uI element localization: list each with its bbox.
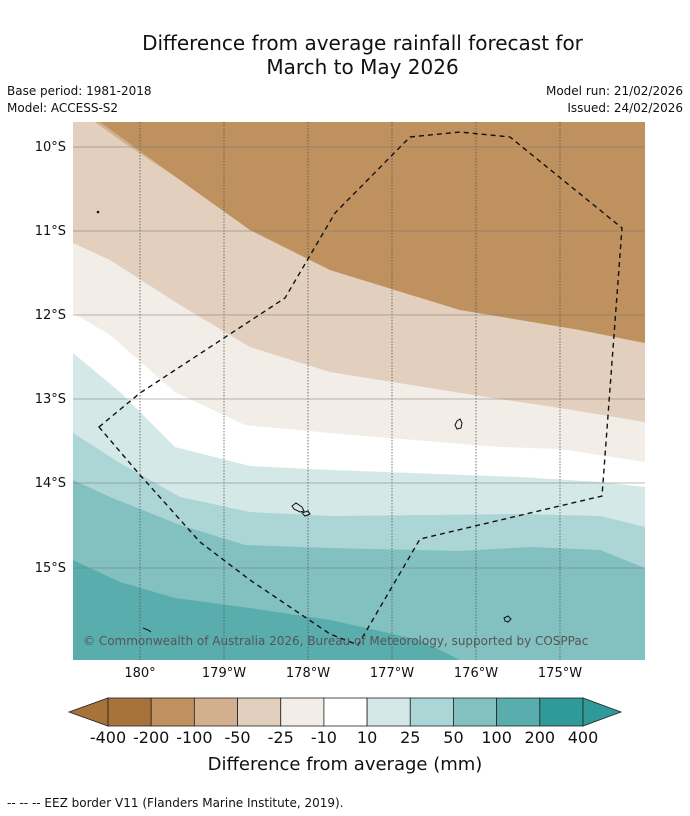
island-small-1 <box>503 615 512 623</box>
title-line-1: Difference from average rainfall forecas… <box>142 31 583 55</box>
colorbar-tick-label: -400 <box>90 728 126 747</box>
lon-label: 176°W <box>454 666 498 681</box>
colorbar-tick-label: 25 <box>400 728 420 747</box>
island-small-2 <box>142 627 152 633</box>
lat-label: 12°S <box>35 308 66 323</box>
eez-legend-footer: -- -- -- EEZ border V11 (Flanders Marine… <box>7 796 344 810</box>
lon-label: 179°W <box>202 666 246 681</box>
colorbar-cell <box>453 697 498 727</box>
meta-left: Base period: 1981-2018 Model: ACCESS-S2 <box>7 83 152 117</box>
colorbar-cell <box>323 697 368 727</box>
colorbar-cell <box>496 697 541 727</box>
island-futuna <box>291 502 311 517</box>
island-wallis <box>454 418 463 430</box>
model-run: Model run: 21/02/2026 <box>545 84 683 98</box>
colorbar-extend-low <box>67 697 109 727</box>
colorbar-cell <box>539 697 584 727</box>
colorbar-tick-label: -25 <box>268 728 294 747</box>
model-name: Model: ACCESS-S2 <box>7 101 119 115</box>
colorbar-title: Difference from average (mm) <box>208 754 483 775</box>
lat-label: 14°S <box>35 476 66 491</box>
colorbar-tick-label: -200 <box>133 728 169 747</box>
colorbar-tick-label: -10 <box>311 728 337 747</box>
colorbar-extend-high <box>582 697 623 727</box>
title-line-2: March to May 2026 <box>266 55 459 79</box>
lon-label: 180° <box>124 666 155 681</box>
island-small-3 <box>96 210 100 214</box>
band-minus-100-200 <box>100 122 645 343</box>
colorbar-tick-label: 200 <box>525 728 556 747</box>
colorbar-cell <box>280 697 325 727</box>
colorbar-tick-label: 50 <box>443 728 463 747</box>
lat-label: 10°S <box>35 140 66 155</box>
latitude-labels: 10°S 11°S 12°S 13°S 14°S 15°S <box>35 140 66 576</box>
colorbar-cell <box>193 697 238 727</box>
lat-label: 11°S <box>35 224 66 239</box>
lon-label: 178°W <box>286 666 330 681</box>
colorbar-tick-label: -100 <box>176 728 212 747</box>
colorbar-tick-label: 10 <box>357 728 377 747</box>
meta-right: Model run: 21/02/2026 Issued: 24/02/2026 <box>546 83 683 117</box>
issued-date: Issued: 24/02/2026 <box>567 101 683 115</box>
colorbar-cell <box>237 697 282 727</box>
lat-label: 13°S <box>35 392 66 407</box>
islands <box>96 210 512 633</box>
colorbar-tick-label: 400 <box>568 728 599 747</box>
lon-label: 177°W <box>370 666 414 681</box>
colorbar: -400 -200 -100 -50 -25 -10 10 25 50 100 200 400 Dif… <box>67 697 623 775</box>
colorbar-cell <box>366 697 411 727</box>
longitude-gridlines <box>139 122 561 660</box>
lon-label: 175°W <box>538 666 582 681</box>
copyright-text: © Commonwealth of Australia 2026, Bureau… <box>83 634 588 648</box>
colorbar-cell <box>107 697 152 727</box>
map-title: Difference from average rainfall forecas… <box>0 31 690 79</box>
rainfall-map: © Commonwealth of Australia 2026, Bureau… <box>73 122 645 660</box>
colorbar-tick-label: 100 <box>481 728 512 747</box>
colorbar-cell <box>150 697 195 727</box>
colorbar-cell <box>409 697 454 727</box>
eez-border <box>98 131 623 646</box>
longitude-labels: 180° 179°W 178°W 177°W 176°W 175°W <box>124 666 582 681</box>
lat-label: 15°S <box>35 561 66 576</box>
latitude-gridlines <box>73 146 645 569</box>
colorbar-tick-label: -50 <box>224 728 250 747</box>
base-period: Base period: 1981-2018 <box>7 84 152 98</box>
